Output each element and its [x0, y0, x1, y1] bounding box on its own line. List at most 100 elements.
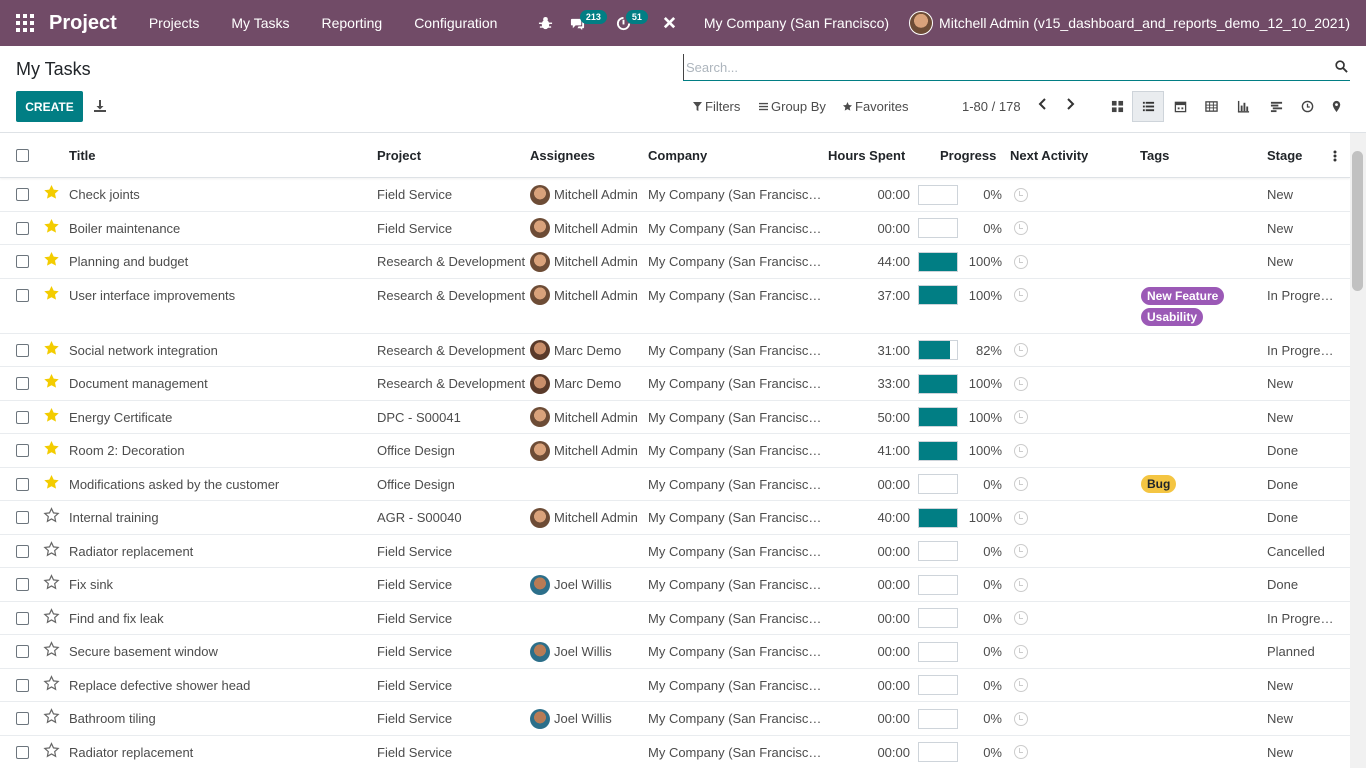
pager-next-icon[interactable]	[1063, 97, 1077, 111]
column-header-progress[interactable]: Progress	[940, 148, 997, 163]
star-filled-icon[interactable]	[43, 474, 60, 491]
pager-previous-icon[interactable]	[1036, 97, 1050, 111]
star-outline-icon[interactable]	[43, 641, 60, 658]
map-view-button[interactable]	[1320, 91, 1352, 122]
column-header-stage[interactable]: Stage	[1267, 148, 1303, 163]
activity-clock-icon[interactable]	[1014, 376, 1028, 391]
activity-clock-icon[interactable]	[1014, 678, 1028, 692]
table-row[interactable]: User interface improvements Research & De…	[0, 279, 1350, 334]
table-row[interactable]: Fix sink Field Service Joel Willis My Compa…	[0, 568, 1350, 602]
search-icon[interactable]	[1335, 60, 1348, 73]
row-checkbox[interactable]	[16, 444, 29, 457]
star-filled-icon[interactable]	[43, 340, 60, 357]
star-outline-icon[interactable]	[43, 507, 60, 524]
table-row[interactable]: Document management Research & Developmen…	[0, 367, 1350, 401]
activity-clock-icon[interactable]	[1014, 577, 1028, 592]
activities-icon[interactable]: 51	[608, 0, 648, 46]
row-checkbox[interactable]	[16, 745, 29, 759]
menu-projects[interactable]: Projects	[148, 15, 200, 31]
star-filled-icon[interactable]	[43, 373, 60, 390]
star-filled-icon[interactable]	[43, 407, 60, 424]
optional-columns-toggle[interactable]	[1333, 133, 1337, 178]
star-outline-icon[interactable]	[43, 540, 60, 558]
table-row[interactable]: Boiler maintenance Field Service Mitchell …	[0, 212, 1350, 245]
star-filled-icon[interactable]	[43, 285, 60, 302]
activity-clock-icon[interactable]	[1014, 187, 1028, 202]
star-filled-icon[interactable]	[43, 440, 60, 457]
row-checkbox[interactable]	[16, 188, 29, 201]
row-checkbox[interactable]	[16, 645, 29, 658]
activity-clock-icon[interactable]	[1014, 477, 1028, 491]
table-row[interactable]: Radiator replacement Field Service My Comp…	[0, 736, 1350, 768]
favorites-button[interactable]: Favorites	[843, 99, 908, 114]
table-row[interactable]: Bathroom tiling Field Service Joel Willis M…	[0, 702, 1350, 736]
scrollbar-thumb[interactable]	[1352, 151, 1363, 291]
company-switcher[interactable]: My Company (San Francisco)	[703, 15, 890, 31]
column-header-assignees[interactable]: Assignees	[530, 148, 596, 163]
activity-clock-icon[interactable]	[1014, 510, 1028, 525]
row-checkbox[interactable]	[16, 712, 29, 725]
filters-button[interactable]: Filters	[693, 99, 740, 114]
column-header-next-activity[interactable]: Next Activity	[1010, 148, 1089, 163]
column-header-title[interactable]: Title	[69, 148, 96, 163]
column-header-project[interactable]: Project	[377, 148, 422, 163]
row-checkbox[interactable]	[16, 544, 29, 558]
activity-clock-icon[interactable]	[1014, 544, 1028, 558]
row-checkbox[interactable]	[16, 678, 29, 692]
apps-menu-icon[interactable]	[16, 14, 34, 32]
activity-clock-icon[interactable]	[1014, 711, 1028, 726]
row-checkbox[interactable]	[16, 377, 29, 390]
activity-clock-icon[interactable]	[1014, 221, 1028, 235]
star-outline-icon[interactable]	[43, 607, 60, 625]
row-checkbox[interactable]	[16, 477, 29, 491]
row-checkbox[interactable]	[16, 410, 29, 424]
activity-clock-icon[interactable]	[1014, 343, 1028, 357]
star-outline-icon[interactable]	[43, 741, 60, 759]
user-menu[interactable]: Mitchell Admin (v15_dashboard_and_report…	[909, 11, 1350, 35]
tools-icon[interactable]	[654, 0, 686, 46]
gantt-view-button[interactable]	[1260, 91, 1292, 122]
calendar-view-button[interactable]	[1164, 91, 1196, 122]
row-checkbox[interactable]	[16, 221, 29, 235]
activity-clock-icon[interactable]	[1014, 410, 1028, 424]
row-checkbox[interactable]	[16, 511, 29, 524]
column-header-hours-spent[interactable]: Hours Spent	[828, 148, 906, 163]
messages-icon[interactable]: 213	[562, 0, 607, 46]
row-checkbox[interactable]	[16, 288, 29, 302]
star-filled-icon[interactable]	[43, 218, 60, 235]
kanban-view-button[interactable]	[1101, 91, 1133, 122]
bug-icon[interactable]	[530, 0, 562, 46]
app-brand[interactable]: Project	[49, 11, 117, 34]
table-row[interactable]: Check joints Field Service Mitchell Admin M…	[0, 178, 1350, 212]
table-row[interactable]: Radiator replacement Field Service My Comp…	[0, 535, 1350, 568]
activity-clock-icon[interactable]	[1014, 288, 1028, 302]
pivot-view-button[interactable]	[1195, 91, 1227, 122]
table-row[interactable]: Social network integration Research & Dev…	[0, 334, 1350, 367]
column-header-company[interactable]: Company	[648, 148, 708, 163]
list-view-button[interactable]	[1132, 91, 1164, 122]
menu-reporting[interactable]: Reporting	[321, 15, 383, 31]
star-outline-icon[interactable]	[43, 674, 60, 692]
star-outline-icon[interactable]	[43, 574, 60, 591]
menu-configuration[interactable]: Configuration	[414, 15, 498, 31]
table-row[interactable]: Modifications asked by the customer Offic…	[0, 468, 1350, 501]
activity-clock-icon[interactable]	[1014, 611, 1028, 625]
activity-view-button[interactable]	[1291, 91, 1323, 122]
graph-view-button[interactable]	[1227, 91, 1259, 122]
row-checkbox[interactable]	[16, 611, 29, 625]
row-checkbox[interactable]	[16, 255, 29, 268]
row-checkbox[interactable]	[16, 343, 29, 357]
groupby-button[interactable]: Group By	[759, 99, 826, 114]
table-row[interactable]: Energy Certificate DPC - S00041 Mitchell A…	[0, 401, 1350, 434]
activity-clock-icon[interactable]	[1014, 443, 1028, 458]
star-filled-icon[interactable]	[43, 184, 60, 201]
activity-clock-icon[interactable]	[1014, 644, 1028, 659]
star-filled-icon[interactable]	[43, 251, 60, 268]
table-row[interactable]: Planning and budget Research & Developmen…	[0, 245, 1350, 279]
star-outline-icon[interactable]	[43, 708, 60, 725]
pager-value[interactable]: 1-80 / 178	[962, 99, 1021, 114]
table-row[interactable]: Replace defective shower head Field Servi…	[0, 669, 1350, 702]
download-icon[interactable]	[93, 99, 107, 113]
search-input[interactable]	[683, 54, 1323, 80]
table-row[interactable]: Internal training AGR - S00040 Mitchell Ad…	[0, 501, 1350, 535]
